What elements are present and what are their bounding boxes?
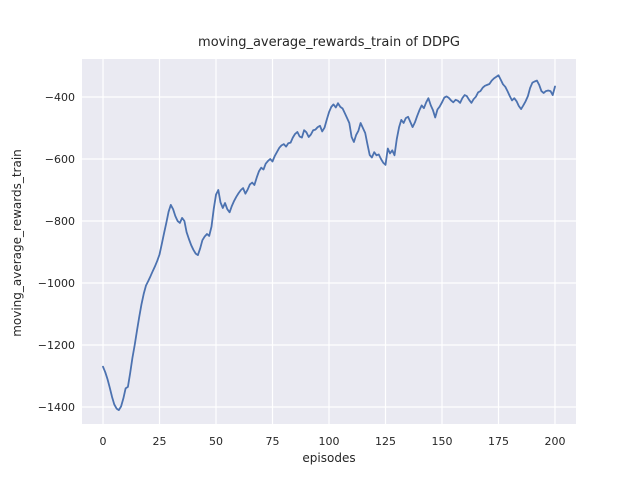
y-tick-label: −1400 [38, 401, 75, 414]
x-tick-label: 175 [488, 435, 509, 448]
x-tick-label: 150 [431, 435, 452, 448]
x-tick-label: 25 [153, 435, 167, 448]
x-tick-label: 125 [375, 435, 396, 448]
y-tick-label: −400 [45, 91, 75, 104]
x-axis-label: episodes [302, 451, 356, 465]
y-tick-label: −1000 [38, 277, 75, 290]
chart-title: moving_average_rewards_train of DDPG [198, 35, 460, 50]
y-tick-label: −1200 [38, 339, 75, 352]
reward-line [102, 74, 556, 412]
x-tick-label: 100 [319, 435, 340, 448]
x-tick-label: 0 [100, 435, 107, 448]
y-tick-label: −600 [45, 153, 75, 166]
x-tick-label: 75 [266, 435, 280, 448]
y-axis-label: moving_average_rewards_train [10, 149, 24, 337]
x-tick-label: 200 [544, 435, 565, 448]
y-tick-label: −800 [45, 215, 75, 228]
x-tick-label: 50 [209, 435, 223, 448]
